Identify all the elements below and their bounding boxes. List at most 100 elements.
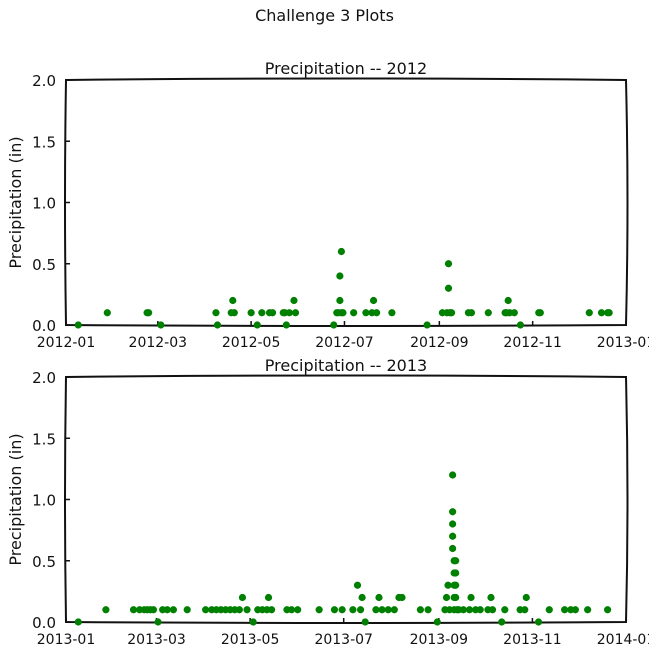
data-point (249, 618, 257, 626)
plot-frame (64, 77, 629, 327)
x-tick-label: 2012-01 (37, 335, 96, 351)
data-point (545, 606, 553, 614)
data-point (442, 593, 451, 602)
data-point (339, 309, 347, 317)
data-point (253, 321, 261, 329)
y-tick-label: 2.0 (32, 369, 56, 387)
data-point (229, 296, 237, 305)
data-point (444, 260, 453, 268)
data-point (358, 593, 366, 602)
data-point (398, 593, 406, 602)
data-point (571, 606, 579, 614)
data-point (369, 296, 378, 305)
data-point (238, 593, 247, 602)
data-point (484, 309, 492, 317)
data-point (285, 309, 293, 317)
data-point (467, 309, 476, 317)
data-point (447, 309, 456, 317)
chart-panel-2013: Precipitation -- 2013 0.0 0.5 1.0 1.5 2.0 2013… (6, 356, 649, 648)
data-point (534, 618, 543, 626)
data-point (388, 309, 396, 317)
x-tick-label: 2012-07 (315, 335, 374, 351)
data-point (449, 544, 457, 553)
data-point (384, 606, 392, 614)
data-point (504, 296, 512, 305)
data-point (521, 606, 529, 614)
data-point (459, 606, 467, 614)
data-point (336, 296, 344, 305)
data-point (349, 606, 357, 614)
data-point (291, 309, 300, 317)
y-tick-label: 0.0 (32, 614, 56, 632)
data-point (154, 618, 162, 626)
data-point (416, 606, 425, 614)
data-point (423, 321, 431, 329)
chart-title: Precipitation -- 2012 (265, 59, 427, 78)
data-point (353, 581, 362, 589)
x-tick-label: 2012-11 (503, 335, 562, 351)
data-point (603, 606, 612, 614)
data-point (103, 309, 111, 317)
data-point (183, 606, 191, 614)
data-point (378, 606, 386, 614)
x-tick-label: 2013-01 (37, 632, 96, 648)
y-tick-label: 1.5 (32, 430, 56, 448)
y-tick-label: 0.5 (32, 553, 56, 571)
data-point (536, 309, 544, 317)
data-point (163, 606, 171, 614)
x-tick-label: 2014-01 (597, 632, 649, 648)
data-point (585, 309, 593, 317)
data-point (375, 593, 383, 602)
chart-title: Precipitation -- 2013 (265, 356, 427, 375)
data-point (467, 593, 475, 602)
data-point (373, 309, 381, 317)
x-tick-label: 2013-05 (221, 632, 280, 648)
data-point (584, 606, 592, 614)
data-point (488, 606, 497, 614)
data-point (516, 321, 525, 329)
data-point (330, 321, 338, 329)
data-point (433, 618, 441, 626)
data-point (390, 606, 398, 614)
data-point (102, 606, 110, 614)
data-point (169, 606, 177, 614)
data-point (287, 606, 296, 614)
data-point (361, 618, 369, 626)
x-tick-label: 2013-03 (127, 632, 186, 648)
y-tick-label: 2.0 (32, 72, 56, 90)
data-point (213, 321, 222, 329)
data-point (452, 557, 460, 565)
data-point (561, 606, 569, 614)
y-axis-label: Precipitation (in) (6, 136, 25, 268)
data-point (336, 272, 344, 280)
data-point (247, 309, 255, 317)
data-point (212, 309, 220, 317)
x-tick-label: 2013-09 (410, 632, 469, 648)
data-point (264, 593, 273, 602)
x-tick-label: 2012-09 (410, 335, 469, 351)
y-tick-label: 0.5 (32, 256, 56, 274)
data-point (452, 593, 460, 602)
y-tick-label: 1.0 (32, 195, 56, 213)
data-point (362, 309, 370, 317)
x-tick-label: 2013-07 (314, 632, 373, 648)
data-point (498, 618, 506, 626)
data-point (476, 606, 484, 614)
data-point (424, 606, 432, 614)
data-point (145, 309, 153, 317)
chart-panel-2012: Precipitation -- 2012 0.0 0.5 1.0 1.5 2.0 2012… (6, 59, 649, 351)
x-tick-label: 2013-11 (503, 632, 562, 648)
data-point (372, 606, 380, 614)
data-point (449, 520, 457, 528)
data-point (149, 606, 158, 614)
data-point (202, 606, 210, 614)
data-point (338, 606, 346, 614)
data-point (157, 321, 165, 329)
data-point (356, 606, 365, 614)
y-axis-label: Precipitation (in) (6, 433, 25, 565)
x-tick-label: 2012-03 (129, 335, 188, 351)
data-point (243, 606, 251, 614)
data-point (267, 606, 276, 614)
x-tick-label: 2012-05 (222, 335, 281, 351)
data-point (337, 247, 346, 256)
